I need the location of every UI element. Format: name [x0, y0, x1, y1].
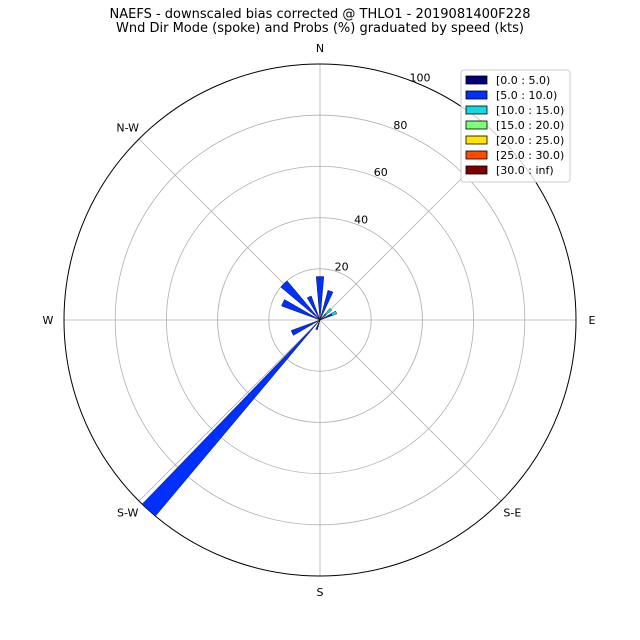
wind-bar-45-seg-1	[324, 307, 333, 316]
direction-label-n-w: N-W	[116, 122, 139, 135]
legend-label-6: [30.0 : inf)	[496, 164, 554, 177]
direction-labels: N N-W W S-W S S-E E	[43, 42, 596, 599]
wind-bar-315-seg-0	[280, 280, 321, 321]
chart-title: NAEFS - downscaled bias corrected @ THLO…	[110, 7, 531, 22]
radial-tick-60: 60	[374, 166, 388, 179]
legend-label-2: [10.0 : 15.0)	[496, 104, 564, 117]
direction-label-w: W	[43, 314, 54, 327]
direction-label-s-e: S-E	[503, 506, 521, 519]
legend-swatch-0	[465, 75, 488, 85]
radial-tick-80: 80	[393, 119, 407, 132]
legend-swatch-2	[465, 105, 488, 115]
grid-spoke	[319, 319, 502, 502]
wind-bar-245-seg-1	[290, 321, 316, 336]
radial-tick-40: 40	[354, 213, 368, 226]
direction-label-e: E	[589, 314, 596, 327]
legend: [0.0 : 5.0) [5.0 : 10.0) [10.0 : 15.0) [15.…	[460, 69, 571, 183]
radial-tick-20: 20	[335, 261, 349, 274]
direction-label-n: N	[316, 42, 324, 55]
legend-label-0: [0.0 : 5.0)	[496, 74, 550, 87]
chart-subtitle: Wnd Dir Mode (spoke) and Probs (%) gradu…	[116, 21, 524, 36]
legend-label-5: [25.0 : 30.0)	[496, 149, 564, 162]
legend-swatch-3	[465, 120, 488, 130]
legend-swatch-5	[465, 150, 488, 160]
direction-label-s-w: S-W	[117, 506, 139, 519]
wind-bar-20-seg-0	[319, 290, 334, 321]
wind-bar-222-seg-1	[141, 321, 319, 517]
legend-swatch-6	[465, 165, 488, 175]
wind-bar-65-seg-1	[330, 310, 338, 316]
wind-bar-200-seg-1	[315, 326, 319, 331]
legend-box	[460, 69, 571, 183]
wind-bar-295-seg-0	[281, 299, 321, 321]
legend-label-4: [20.0 : 25.0)	[496, 134, 564, 147]
outer-ring	[63, 63, 577, 577]
wind-bars	[141, 276, 338, 517]
legend-swatch-1	[465, 90, 488, 100]
legend-swatch-4	[465, 135, 488, 145]
radial-tick-100: 100	[409, 71, 430, 84]
wind-bar-0-seg-0	[315, 276, 325, 321]
legend-label-1: [5.0 : 10.0)	[496, 89, 557, 102]
grid-spoke	[138, 319, 321, 502]
wind-bar-335-seg-0	[306, 295, 321, 321]
direction-label-s: S	[317, 586, 324, 599]
radial-tick-labels: 20 40 60 80 100	[335, 71, 431, 273]
legend-label-3: [15.0 : 20.0)	[496, 119, 564, 132]
